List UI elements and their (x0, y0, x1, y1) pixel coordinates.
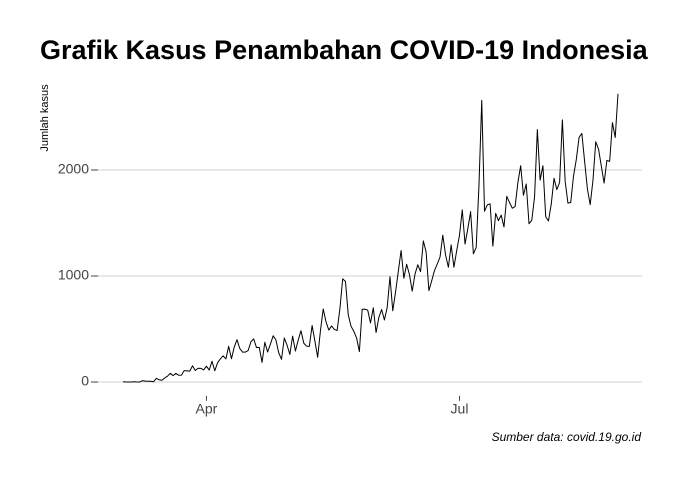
y-axis-label: Jumlah kasus (39, 84, 51, 152)
y-tick-label: 0 (81, 373, 89, 389)
chart-title: Grafik Kasus Penambahan COVID-19 Indones… (40, 35, 649, 65)
y-tick-label: 2000 (58, 161, 89, 177)
x-tick-label: Jul (451, 401, 469, 417)
y-tick-label: 1000 (58, 267, 89, 283)
source-note: Sumber data: covid.19.go.id (492, 430, 642, 444)
data-line (122, 93, 619, 383)
x-tick-label: Apr (196, 401, 218, 417)
